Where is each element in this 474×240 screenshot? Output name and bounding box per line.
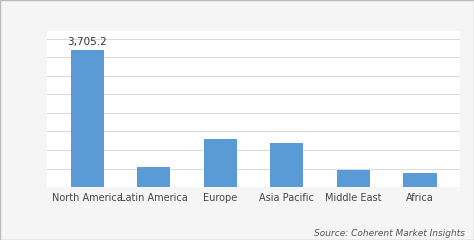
Bar [337,170,370,187]
Bar [270,143,303,187]
Bar [71,50,104,187]
Bar [204,139,237,187]
Bar [137,167,171,187]
Bar [403,174,437,187]
Text: 3,705.2: 3,705.2 [67,37,107,47]
Text: Source: Coherent Market Insights: Source: Coherent Market Insights [313,228,465,238]
